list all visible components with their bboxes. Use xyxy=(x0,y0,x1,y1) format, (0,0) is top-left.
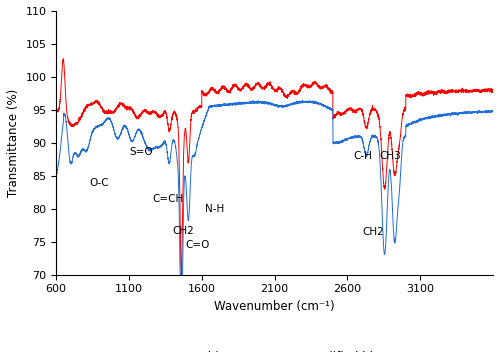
Text: S=O: S=O xyxy=(129,147,152,157)
Text: CH3: CH3 xyxy=(380,151,401,161)
Text: C=O: C=O xyxy=(186,240,210,250)
Text: O-C: O-C xyxy=(90,178,110,188)
X-axis label: Wavenumber (cm⁻¹): Wavenumber (cm⁻¹) xyxy=(214,300,335,313)
Text: N-H: N-H xyxy=(204,204,224,214)
Legend: Neat bitumen, Modified bitumen: Neat bitumen, Modified bitumen xyxy=(132,346,416,352)
Text: CH2: CH2 xyxy=(362,227,384,237)
Text: C=CH: C=CH xyxy=(152,194,184,204)
Text: CH2: CH2 xyxy=(172,226,195,236)
Y-axis label: Transmittance (%): Transmittance (%) xyxy=(7,89,20,197)
Text: C-H: C-H xyxy=(354,151,372,161)
